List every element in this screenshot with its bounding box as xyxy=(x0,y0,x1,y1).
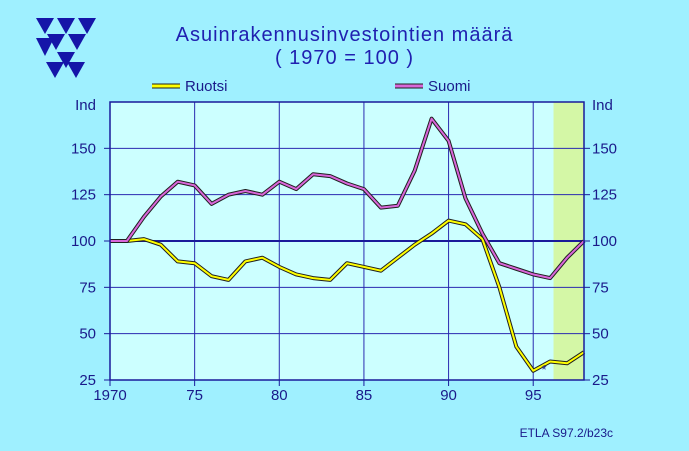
x-tick-label: 95 xyxy=(525,387,542,404)
y-tick-label-right: 25 xyxy=(592,372,609,389)
y-tick-label-left: 125 xyxy=(71,187,96,204)
x-tick-label: 75 xyxy=(186,387,203,404)
y-tick-label-left: 100 xyxy=(71,233,96,250)
legend-label-ruotsi: Ruotsi xyxy=(185,78,228,95)
x-tick-label: 80 xyxy=(271,387,288,404)
series-group xyxy=(110,116,586,373)
y-axis-left: 25 50 75 100 125 150 Ind xyxy=(71,97,110,389)
y-tick-label-left: 150 xyxy=(71,140,96,157)
y-axis-label-right: Ind xyxy=(592,97,613,114)
y-axis-right: 25 50 75 100 125 150 Ind xyxy=(584,97,617,389)
x-tick-label: 1970 xyxy=(93,387,126,404)
etla-logo xyxy=(36,18,96,78)
y-tick-label-right: 125 xyxy=(592,187,617,204)
chart-title: Asuinrakennusinvestointien määrä xyxy=(175,24,514,46)
x-tick-label: 85 xyxy=(356,387,373,404)
y-tick-label-right: 150 xyxy=(592,140,617,157)
x-axis: 1970 75 80 85 90 95 xyxy=(93,380,542,404)
legend: Ruotsi Suomi xyxy=(152,78,471,95)
forecast-asterisk: * xyxy=(542,362,547,377)
series-line-ruotsi xyxy=(110,219,585,372)
y-tick-label-right: 50 xyxy=(592,326,609,343)
x-tick-label: 90 xyxy=(440,387,457,404)
source-note: ETLA S97.2/b23c xyxy=(519,426,613,440)
y-tick-label-right: 75 xyxy=(592,279,609,296)
y-tick-label-right: 100 xyxy=(592,233,617,250)
series-line-suomi xyxy=(110,117,585,280)
y-axis-label-left: Ind xyxy=(75,97,96,114)
y-tick-label-left: 25 xyxy=(79,372,96,389)
chart-subtitle: ( 1970 = 100 ) xyxy=(274,47,415,69)
legend-label-suomi: Suomi xyxy=(428,78,471,95)
y-tick-label-left: 75 xyxy=(79,279,96,296)
y-tick-label-left: 50 xyxy=(79,326,96,343)
